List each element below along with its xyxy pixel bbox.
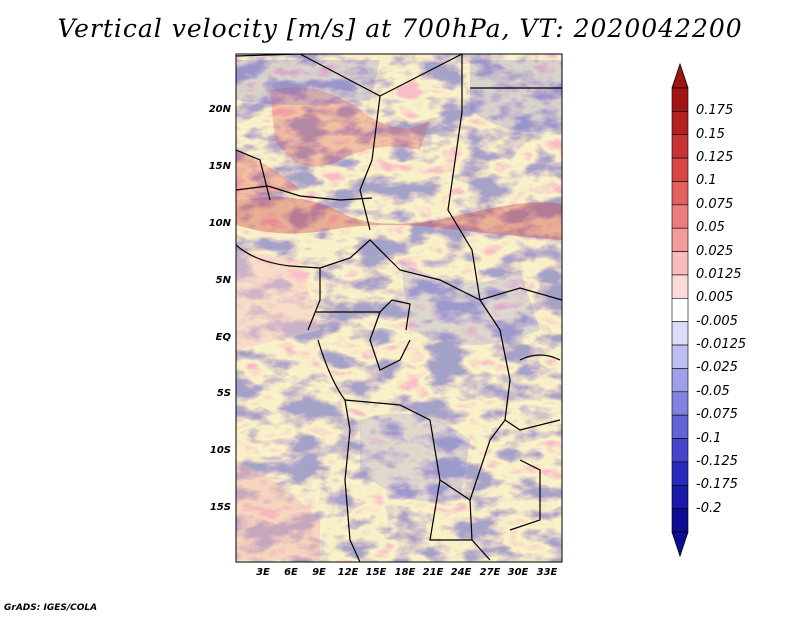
colorbar-label: -0.005	[696, 313, 738, 329]
lon-label-21e: 21E	[422, 567, 444, 578]
colorbar-segment	[671, 181, 689, 206]
lon-label-27e: 27E	[479, 567, 501, 578]
colorbar-segment	[671, 414, 689, 439]
colorbar-label: -0.025	[696, 360, 738, 376]
colorbar-label: 0.025	[696, 243, 734, 259]
colorbar-segment	[671, 508, 689, 533]
colorbar-segment	[671, 157, 689, 182]
lon-label-33e: 33E	[536, 567, 558, 578]
velocity-field	[236, 54, 562, 562]
lon-label-30e: 30E	[507, 567, 529, 578]
colorbar-label: 0.005	[696, 290, 734, 306]
colorbar-label: 0.15	[696, 126, 725, 142]
colorbar-segment	[671, 227, 689, 252]
colorbar-segment	[671, 461, 689, 486]
map-title: Vertical velocity [m/s] at 700hPa, VT: 2…	[57, 14, 743, 43]
colorbar-segment	[671, 134, 689, 159]
country-borders	[236, 54, 562, 562]
colorbar-segment	[671, 391, 689, 416]
colorbar-segment	[671, 368, 689, 393]
lon-label-15e: 15E	[365, 567, 387, 578]
colorbar-label: 0.075	[696, 196, 734, 212]
colorbar-label: 0.175	[696, 103, 734, 119]
colorbar-label: -0.2	[696, 500, 722, 516]
colorbar-top-arrow	[671, 62, 689, 89]
lat-label-15s: 15S	[209, 502, 231, 513]
colorbar-label: 0.0125	[696, 266, 742, 282]
grads-credit: GrADS: IGES/COLA	[4, 603, 98, 613]
colorbar-label: -0.175	[696, 477, 738, 493]
colorbar-label: -0.1	[696, 430, 722, 446]
colorbar-label: -0.05	[696, 383, 730, 399]
colorbar-label: -0.125	[696, 453, 738, 469]
colorbar-label: 0.125	[696, 150, 734, 166]
colorbar-segment	[671, 438, 689, 463]
colorbar-segment	[671, 251, 689, 276]
lat-label-eq: EQ	[215, 332, 231, 343]
colorbar-bottom-arrow	[671, 531, 689, 558]
colorbar-label: -0.0125	[696, 337, 747, 353]
lat-label-5s: 5S	[216, 388, 231, 399]
colorbar-segment	[671, 87, 689, 112]
colorbar-segment	[671, 274, 689, 299]
colorbar-label: -0.075	[696, 407, 738, 423]
lat-label-5n: 5N	[215, 275, 231, 286]
lon-label-9e: 9E	[312, 567, 326, 578]
colorbar-label: 0.05	[696, 220, 725, 236]
colorbar-segment	[671, 321, 689, 346]
colorbar-segment	[671, 204, 689, 229]
lat-label-10n: 10N	[208, 218, 231, 229]
lat-label-15n: 15N	[208, 161, 231, 172]
lon-label-24e: 24E	[450, 567, 472, 578]
lon-label-3e: 3E	[256, 567, 270, 578]
lon-label-6e: 6E	[284, 567, 298, 578]
lat-label-20n: 20N	[208, 104, 231, 115]
colorbar-label: 0.1	[696, 173, 717, 189]
lon-label-18e: 18E	[394, 567, 416, 578]
colorbar	[671, 62, 689, 558]
lat-label-10s: 10S	[209, 445, 231, 456]
map-frame	[235, 53, 563, 563]
colorbar-segment	[671, 484, 689, 509]
colorbar-segment	[671, 298, 689, 322]
colorbar-segment	[671, 344, 689, 369]
lon-label-12e: 12E	[337, 567, 359, 578]
colorbar-segment	[671, 111, 689, 136]
